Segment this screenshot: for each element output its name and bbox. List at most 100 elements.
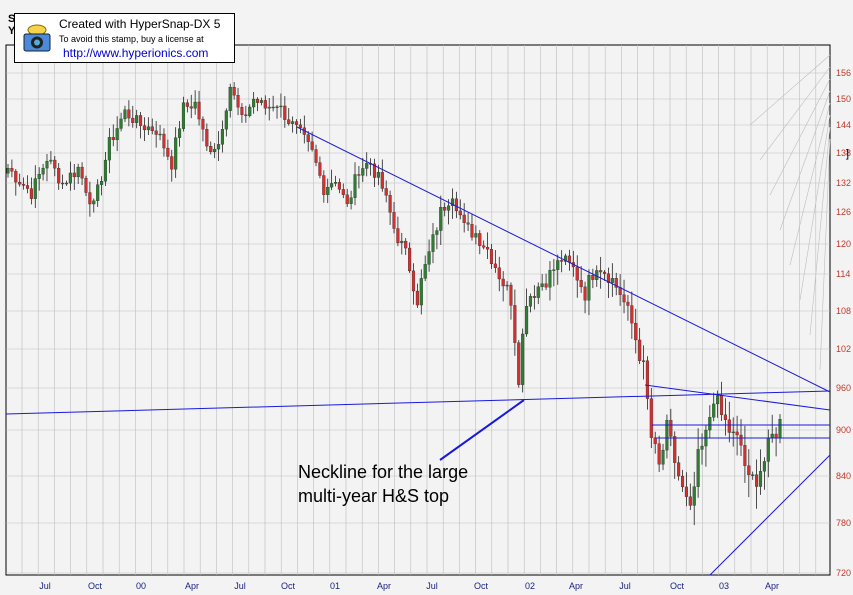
candle-body	[661, 449, 665, 465]
candle-body	[431, 234, 435, 252]
candle-body	[181, 102, 186, 129]
y-tick-label: 720	[836, 568, 851, 578]
candle-body	[337, 182, 341, 190]
candle-body	[525, 306, 529, 335]
candle-body	[162, 133, 166, 149]
candle-body	[372, 163, 377, 178]
candle-body	[486, 247, 490, 250]
candle-body	[166, 147, 170, 157]
triangle-upper-line	[644, 384, 831, 411]
candle-body	[626, 301, 630, 306]
candle-body	[509, 284, 513, 306]
candle-body	[178, 128, 182, 138]
candle-body	[189, 106, 193, 109]
candle-body	[341, 189, 345, 195]
candle-body	[696, 449, 700, 487]
candle-body	[283, 105, 287, 120]
neckline-pointer	[439, 399, 525, 461]
candle-body	[220, 129, 224, 145]
annotation-line-2: multi-year H&S top	[298, 486, 449, 506]
candle-body	[349, 197, 353, 204]
candle-body	[6, 167, 10, 174]
candle-body	[29, 188, 33, 199]
candle-body	[240, 107, 244, 115]
candle-body	[291, 121, 295, 124]
stamp-link[interactable]: http://www.hyperionics.com	[63, 46, 209, 60]
candle-body	[57, 167, 61, 184]
y-tick-label: 108	[836, 306, 851, 316]
candle-body	[236, 95, 240, 108]
candle-body	[76, 166, 80, 178]
candle-body	[205, 129, 209, 147]
candle-body	[470, 224, 474, 238]
y-axis: 156 150 144 138 132 126 120 114 108 102 960 900 840 7…	[836, 68, 851, 578]
candle-body	[80, 166, 84, 179]
x-tick-label: Jul	[426, 581, 438, 591]
candle-body	[735, 431, 739, 436]
grid-fan-line	[769, 78, 831, 196]
candle-body	[193, 101, 197, 109]
candle-body	[107, 137, 111, 161]
candle-body	[447, 205, 451, 211]
candle-body	[197, 101, 201, 120]
candle-body	[443, 207, 447, 211]
candle-body	[61, 182, 65, 185]
candle-body	[279, 105, 283, 108]
candle-body	[599, 270, 603, 273]
candle-body	[731, 431, 735, 434]
grid-fan-line	[779, 90, 831, 231]
candle-body	[700, 445, 704, 450]
right-edge-mark: ]	[846, 148, 850, 160]
x-tick-label: Jul	[234, 581, 246, 591]
y-tick-label: 156	[836, 68, 851, 78]
candle-body	[154, 130, 158, 135]
candle-body	[185, 102, 189, 107]
candle-body	[587, 275, 591, 301]
candle-body	[353, 174, 357, 198]
candle-body	[41, 167, 45, 175]
candle-body	[478, 233, 482, 246]
candle-body	[665, 420, 669, 451]
x-tick-label: Jul	[619, 581, 631, 591]
candle-body	[482, 245, 486, 248]
grid-fan-line	[759, 66, 831, 161]
candle-body	[365, 163, 369, 169]
candle-body	[630, 305, 634, 324]
candle-body	[216, 144, 221, 150]
candle-body	[517, 342, 521, 385]
candle-body	[552, 269, 556, 271]
candle-body	[400, 240, 404, 244]
candle-body	[657, 443, 661, 465]
candle-body	[751, 474, 755, 476]
candle-body	[271, 106, 275, 109]
candle-body	[497, 267, 501, 280]
y-tick-label: 900	[836, 425, 851, 435]
candle-body	[583, 286, 587, 301]
candle-body	[248, 106, 252, 116]
candle-body	[298, 124, 302, 128]
candle-body	[404, 240, 408, 249]
corner-label: S Y	[8, 13, 16, 37]
candle-body	[119, 118, 123, 129]
candle-body	[758, 471, 763, 487]
candle-body	[548, 270, 552, 288]
candle-body	[22, 184, 26, 186]
candle-body	[64, 182, 69, 185]
grid-fan-line	[819, 138, 831, 371]
candle-body	[684, 486, 688, 497]
candle-body	[345, 194, 349, 204]
candle-body	[610, 278, 614, 283]
grid-fan-line	[799, 114, 831, 301]
y-tick-label: 114	[836, 269, 850, 279]
candle-body	[263, 100, 267, 109]
rising-support-line	[709, 454, 831, 576]
candle-body	[306, 134, 310, 142]
x-tick-label: Oct	[281, 581, 296, 591]
candle-body	[115, 128, 119, 141]
candle-body	[544, 283, 548, 288]
candle-body	[322, 175, 326, 195]
grid-fan-line	[749, 54, 831, 126]
candle-body	[708, 417, 712, 431]
grid-fan-line	[789, 102, 831, 266]
